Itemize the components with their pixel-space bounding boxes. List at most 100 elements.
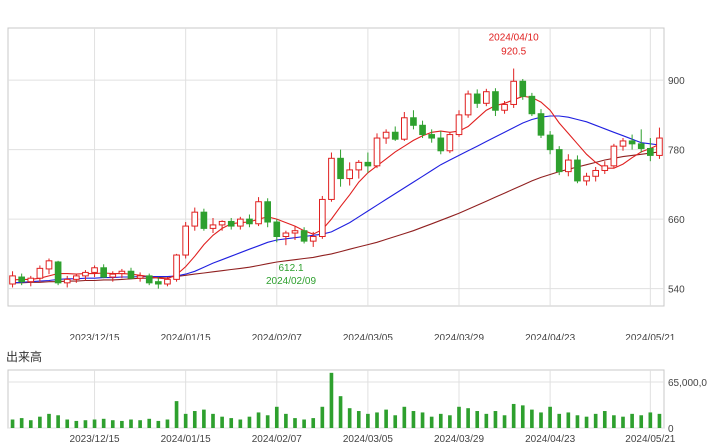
volume-bar <box>265 415 270 428</box>
candle-body <box>227 220 235 227</box>
candle-body <box>255 201 262 225</box>
volume-bar <box>202 409 206 428</box>
candle <box>36 265 44 282</box>
candle <box>9 271 16 288</box>
candle <box>145 273 153 286</box>
candle <box>264 198 271 228</box>
volume-bar <box>274 406 279 428</box>
volume-bar <box>347 408 352 428</box>
candle-body <box>382 131 390 139</box>
volume-x-tick-label: 2024/03/29 <box>434 434 484 445</box>
price-x-tick-label: 2024/03/29 <box>434 333 484 340</box>
volume-bar <box>256 412 261 428</box>
price-chart: 540 660 780 900 2023/12/15 2024/01/15 2024/02/… <box>7 27 685 340</box>
volume-bar <box>284 413 288 428</box>
candle-body <box>537 113 545 136</box>
candle <box>391 126 399 141</box>
candle <box>492 88 499 117</box>
volume-x-tick-label: 2024/02/07 <box>252 434 302 445</box>
candle <box>555 146 563 176</box>
candle <box>91 265 98 278</box>
volume-bar <box>320 406 325 428</box>
candle <box>437 131 445 155</box>
volume-bar <box>19 418 24 428</box>
candle <box>637 129 645 153</box>
volume-bar <box>520 405 525 428</box>
candle-body <box>191 211 199 227</box>
candle <box>109 271 117 282</box>
candle-body <box>401 117 408 140</box>
candle-body <box>164 278 171 285</box>
volume-bar <box>438 413 443 428</box>
candle <box>592 167 599 182</box>
volume-chart: 0 65,000,0 2023/12/15 2024/01/15 2024/02/07 2… <box>7 369 707 445</box>
candle-body <box>155 281 162 285</box>
candle-body <box>73 275 80 280</box>
candle-body <box>373 137 381 167</box>
candle-body <box>501 103 508 111</box>
price-x-tick-label: 2024/05/21 <box>625 333 675 340</box>
candle-body <box>273 221 281 237</box>
candle-body <box>218 220 226 226</box>
volume-bar <box>457 406 461 428</box>
candle-body <box>54 261 62 284</box>
candle <box>54 260 62 286</box>
volume-bar <box>612 415 616 428</box>
candle <box>464 90 472 118</box>
candle-body <box>428 134 435 139</box>
volume-bar <box>384 409 388 428</box>
candle-body <box>145 275 153 284</box>
candle <box>309 231 317 247</box>
candle <box>173 253 180 282</box>
volume-bar <box>575 415 580 428</box>
volume-bar <box>38 416 42 428</box>
candle-body <box>319 198 326 237</box>
candle-body <box>619 140 627 147</box>
candle <box>410 110 417 130</box>
candle <box>200 208 208 231</box>
candle <box>483 88 490 107</box>
candle-body <box>455 114 463 136</box>
candle-body <box>637 143 645 149</box>
volume-bar <box>120 420 124 428</box>
volume-bar <box>584 416 589 428</box>
candle <box>574 155 581 184</box>
candle <box>100 264 107 279</box>
volume-bar <box>466 408 470 428</box>
candle-body <box>528 95 536 115</box>
volume-bar <box>147 418 152 428</box>
candle <box>209 217 217 234</box>
candle-body <box>565 159 572 173</box>
candle <box>546 131 554 155</box>
candle-body <box>264 201 271 223</box>
price-plot-area <box>7 27 665 307</box>
candle <box>565 154 572 177</box>
candle-body <box>63 278 71 284</box>
candle-body <box>309 236 317 242</box>
candle-body <box>136 275 144 279</box>
volume-bar <box>138 420 142 428</box>
volume-bar <box>238 419 243 428</box>
volume-bar <box>47 413 51 428</box>
candle <box>528 92 536 117</box>
volume-bar <box>411 411 416 428</box>
volume-tick-label: 65,000,0 <box>668 378 707 389</box>
candle <box>537 109 545 139</box>
candle-body <box>574 159 581 182</box>
volume-bar <box>602 411 607 428</box>
candle <box>619 138 627 151</box>
price-x-tick-label: 2024/04/23 <box>525 333 575 340</box>
volume-bar <box>247 416 252 428</box>
candle <box>82 270 89 281</box>
candle-body <box>473 93 481 104</box>
candle <box>282 230 290 246</box>
volume-bar <box>630 413 634 428</box>
candle-body <box>27 277 35 283</box>
candle-body <box>647 147 654 156</box>
candle-body <box>200 211 208 229</box>
candle-body <box>100 267 107 278</box>
candle <box>319 195 326 239</box>
candle-body <box>291 230 299 234</box>
volume-bar <box>566 412 571 428</box>
